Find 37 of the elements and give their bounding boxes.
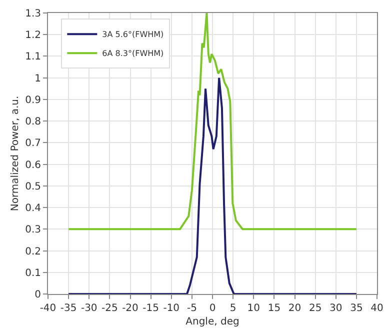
x-tick-label: 30 [330, 303, 342, 314]
x-tick-label: 25 [308, 303, 322, 314]
y-tick-label: 0.1 [25, 268, 41, 279]
y-tick-label: 0 [34, 290, 41, 300]
x-axis-title: Angle, deg [186, 316, 240, 328]
y-tick-label: 1.3 [25, 8, 41, 20]
line-series [68, 13, 358, 230]
y-tick-label: 0.3 [25, 224, 41, 236]
x-tick-label: 40 [370, 303, 384, 314]
y-tick-label: 1.1 [25, 52, 41, 63]
x-tick-label: -15 [142, 303, 159, 314]
x-tick-label: 35 [350, 303, 363, 314]
y-axis-title: Normalized Power, a.u. [10, 96, 22, 212]
y-tick-label: 0.4 [25, 203, 41, 214]
y-tick-label: 1.2 [25, 30, 41, 42]
legend-label: 3A 5.6°(FWHM) [102, 30, 164, 40]
legend-label: 6A 8.3°(FWHM) [102, 49, 164, 58]
y-tick-label: 0.2 [25, 246, 41, 258]
x-tick-label: -30 [80, 303, 98, 314]
x-tick-label: -5 [186, 303, 197, 314]
y-tick-label: 0.6 [25, 160, 41, 171]
x-tick-label: -25 [102, 303, 118, 314]
x-tick-label: -20 [122, 303, 138, 314]
x-tick-label: 5 [230, 303, 236, 314]
x-tick-label: 10 [247, 303, 260, 314]
line-series [68, 76, 358, 294]
x-tick-label: 20 [288, 303, 302, 314]
y-tick-label: 0.5 [25, 181, 41, 192]
y-tick-label: 0.8 [25, 116, 41, 128]
y-tick-label: 0.9 [25, 94, 41, 106]
y-tick-label: 0.7 [25, 138, 41, 150]
x-tick-label: -35 [60, 303, 77, 314]
x-tick-label: -10 [163, 303, 180, 314]
x-tick-label: -40 [40, 303, 56, 314]
y-tick-label: 1 [34, 73, 41, 84]
x-tick-label: 15 [268, 303, 281, 314]
x-tick-label: 0 [209, 303, 216, 314]
